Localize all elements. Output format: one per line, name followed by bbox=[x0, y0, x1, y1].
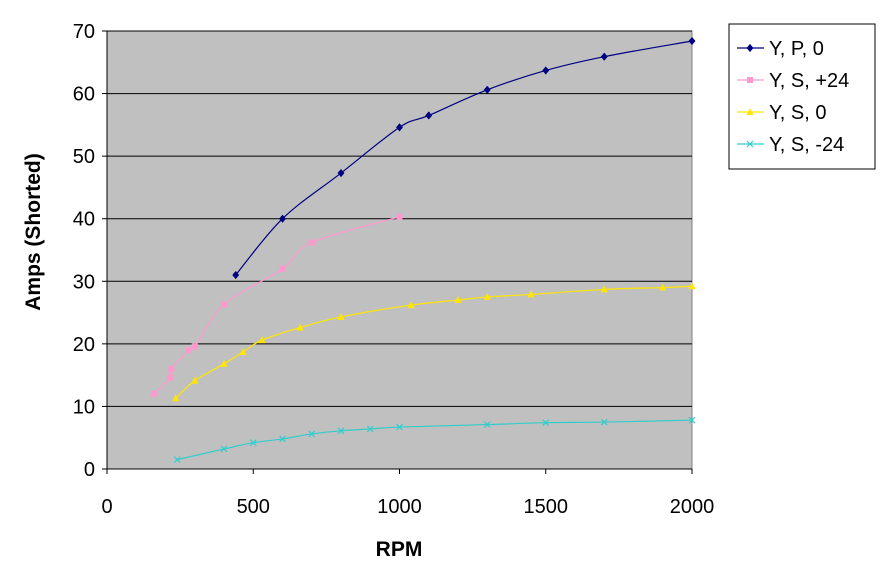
gridlines bbox=[107, 30, 692, 407]
legend-item-1: Y, P, 0 bbox=[737, 38, 824, 60]
data-point-series-2 bbox=[185, 347, 192, 354]
data-point-series-1 bbox=[425, 111, 433, 120]
y-tick-label: 70 bbox=[73, 21, 95, 43]
data-point-series-3 bbox=[454, 296, 462, 304]
data-point-series-2 bbox=[150, 390, 157, 397]
legend: Y, P, 0 Y, S, +24 Y, S, 0 Y, S, -24 bbox=[728, 23, 876, 170]
data-point-series-4 bbox=[396, 423, 403, 431]
data-point-series-3 bbox=[239, 347, 247, 355]
legend-swatch-marker bbox=[746, 140, 754, 148]
data-point-series-1 bbox=[278, 214, 287, 223]
legend-swatch-marker bbox=[746, 43, 754, 53]
data-point-series-2 bbox=[168, 365, 175, 372]
data-point-series-1 bbox=[542, 66, 550, 75]
data-point-series-1 bbox=[483, 85, 491, 95]
data-point-series-4 bbox=[542, 419, 550, 427]
y-tick-label: 40 bbox=[73, 209, 95, 231]
y-tick-label: 60 bbox=[73, 84, 95, 106]
x-tick-label: 2000 bbox=[670, 496, 715, 518]
legend-item-2: Y, S, +24 bbox=[737, 70, 849, 92]
data-point-series-3 bbox=[527, 290, 535, 298]
data-point-series-4 bbox=[279, 435, 286, 443]
data-point-series-3 bbox=[258, 336, 266, 344]
y-tick-label: 50 bbox=[73, 146, 95, 168]
data-point-series-3 bbox=[600, 285, 608, 293]
data-point-series-1 bbox=[232, 270, 240, 280]
data-point-series-4 bbox=[173, 456, 181, 464]
data-point-series-3 bbox=[172, 394, 180, 402]
data-point-series-4 bbox=[220, 445, 228, 453]
data-point-series-3 bbox=[220, 359, 228, 367]
data-point-series-4 bbox=[600, 418, 608, 426]
data-point-series-4 bbox=[337, 427, 345, 435]
legend-swatch-marker bbox=[746, 108, 754, 115]
legend-label: Y, P, 0 bbox=[769, 38, 824, 60]
x-tick-label: 1500 bbox=[524, 496, 569, 518]
data-point-series-2 bbox=[221, 301, 227, 308]
data-point-series-3 bbox=[688, 282, 696, 290]
series-line-3 bbox=[175, 285, 693, 399]
data-point-series-3 bbox=[337, 312, 345, 320]
y-axis-title: Amps (Shorted) bbox=[22, 153, 45, 311]
y-tick-label: 20 bbox=[73, 334, 95, 356]
legend-label: Y, S, +24 bbox=[769, 70, 849, 92]
legend-item-4: Y, S, -24 bbox=[737, 134, 844, 156]
plot-area bbox=[106, 30, 693, 470]
tick-labels: 0 10 20 30 40 50 60 70 0 500 1000 1500 2000 bbox=[73, 21, 715, 518]
data-point-series-3 bbox=[191, 376, 199, 384]
axes bbox=[102, 30, 693, 474]
x-tick-label: 1000 bbox=[377, 496, 422, 518]
y-tick-label: 10 bbox=[73, 396, 95, 418]
x-tick-label: 500 bbox=[237, 496, 270, 518]
data-point-series-2 bbox=[191, 343, 198, 350]
data-point-series-2 bbox=[279, 265, 286, 272]
data-point-series-1 bbox=[337, 168, 345, 178]
y-tick-label: 30 bbox=[73, 271, 95, 293]
data-point-series-4 bbox=[688, 416, 696, 424]
data-point-series-3 bbox=[296, 323, 304, 331]
series-markers bbox=[150, 36, 696, 464]
data-point-series-4 bbox=[308, 430, 316, 438]
legend-label: Y, S, -24 bbox=[769, 134, 844, 156]
data-point-series-4 bbox=[483, 421, 491, 428]
legend-items: Y, P, 0 Y, S, +24 Y, S, 0 Y, S, -24 bbox=[737, 38, 849, 156]
data-point-series-2 bbox=[308, 239, 315, 246]
legend-swatch-marker bbox=[747, 77, 753, 83]
data-point-series-3 bbox=[659, 283, 667, 291]
data-point-series-3 bbox=[407, 301, 415, 309]
data-point-series-1 bbox=[688, 36, 696, 46]
data-point-series-3 bbox=[483, 292, 491, 300]
data-point-series-4 bbox=[249, 439, 257, 447]
data-point-series-2 bbox=[396, 213, 403, 220]
x-tick-label: 0 bbox=[101, 496, 112, 518]
y-tick-label: 0 bbox=[84, 459, 95, 481]
data-point-series-2 bbox=[166, 374, 173, 381]
data-point-series-1 bbox=[600, 52, 608, 61]
data-point-series-4 bbox=[366, 425, 374, 433]
legend-item-3: Y, S, 0 bbox=[737, 102, 826, 124]
x-axis-title: RPM bbox=[376, 538, 423, 561]
legend-label: Y, S, 0 bbox=[769, 102, 826, 124]
data-point-series-1 bbox=[395, 123, 404, 132]
